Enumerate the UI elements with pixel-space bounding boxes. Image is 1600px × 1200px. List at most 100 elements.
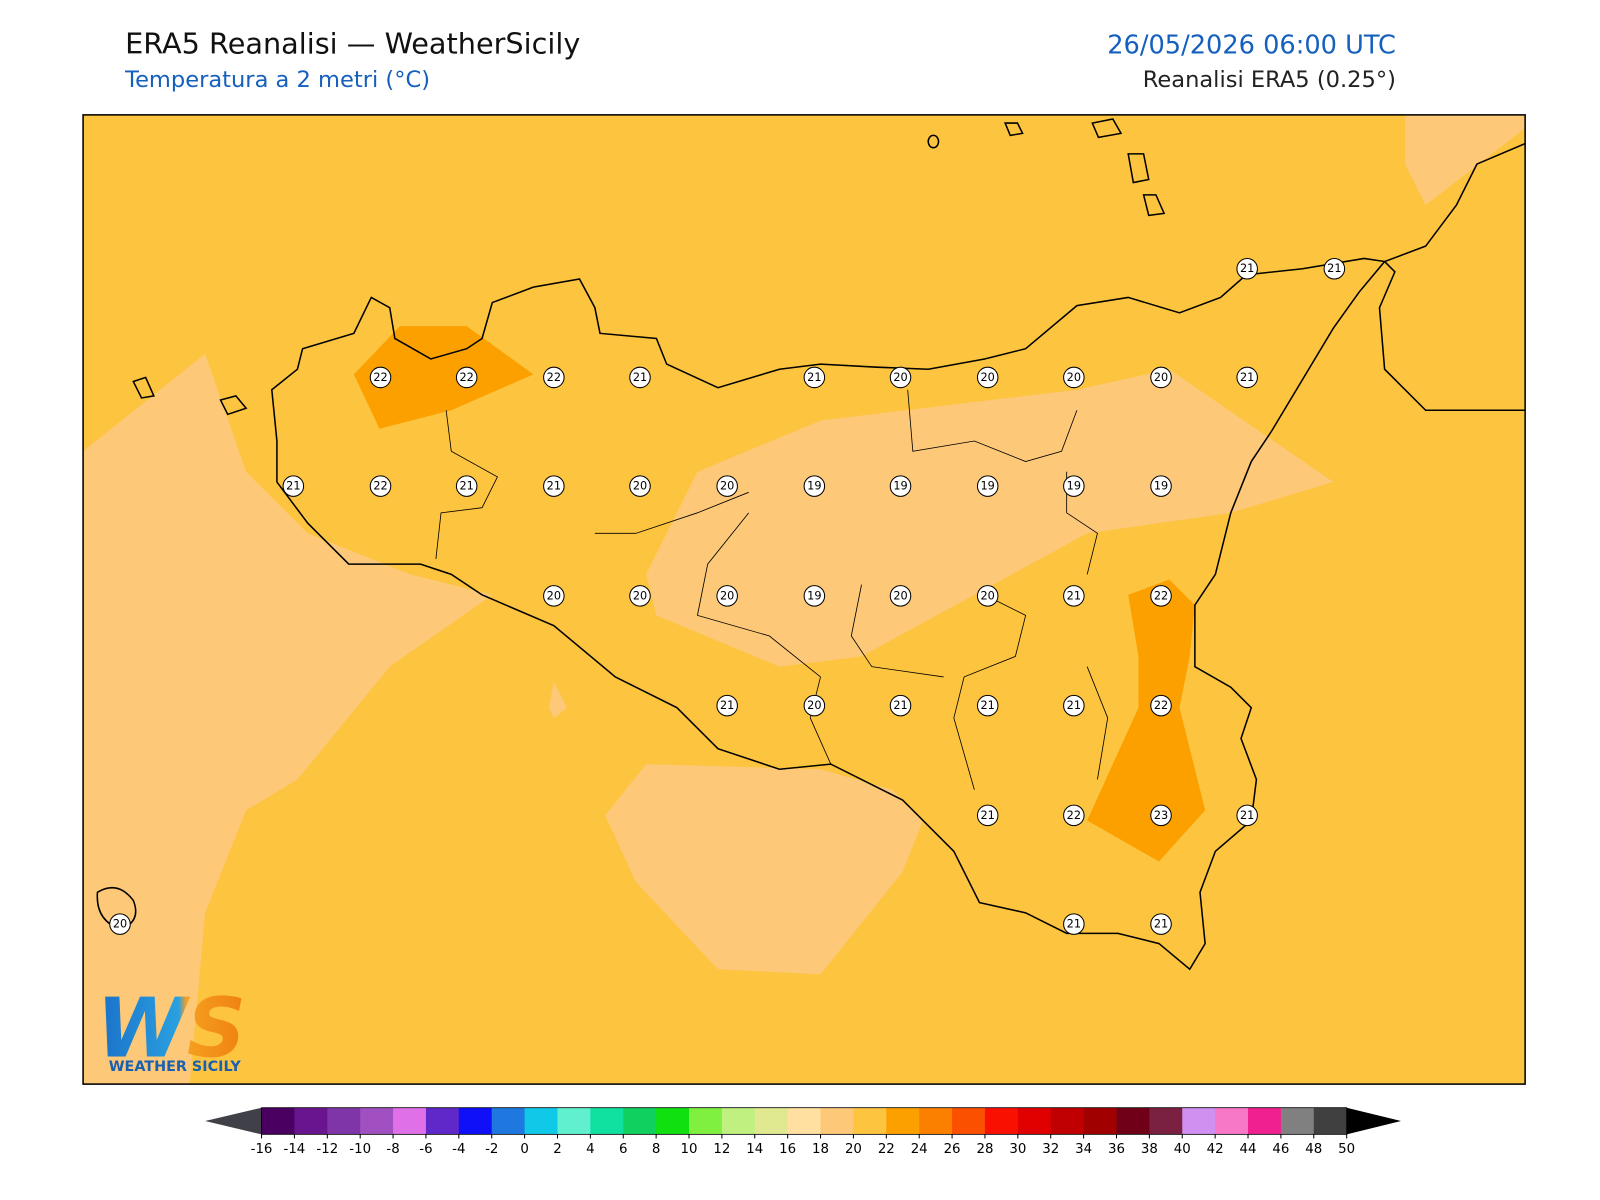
colorbar-bin bbox=[886, 1107, 920, 1135]
station-marker bbox=[455, 366, 478, 389]
colorbar-bin bbox=[1116, 1107, 1150, 1135]
station-marker bbox=[1323, 257, 1346, 280]
colorbar-tick-label: -8 bbox=[386, 1142, 399, 1157]
station-marker bbox=[803, 475, 826, 497]
station-marker bbox=[543, 585, 565, 607]
colorbar-bin bbox=[623, 1107, 657, 1135]
colorbar-bin bbox=[1215, 1107, 1249, 1135]
colorbar-bin bbox=[656, 1107, 690, 1135]
colorbar-bin bbox=[1280, 1107, 1315, 1135]
station-marker bbox=[1236, 804, 1258, 827]
station-value: 21 bbox=[1240, 809, 1254, 822]
station-marker bbox=[803, 694, 826, 717]
station-value: 20 bbox=[113, 918, 127, 931]
colorbar-bin bbox=[294, 1107, 328, 1135]
colorbar-tick-label: -16 bbox=[251, 1142, 273, 1157]
colorbar-bin bbox=[261, 1107, 295, 1135]
station-value: 20 bbox=[893, 371, 907, 384]
station-value: 20 bbox=[720, 589, 734, 602]
station-value: 22 bbox=[1154, 589, 1168, 602]
colorbar-bin bbox=[1050, 1107, 1085, 1135]
colorbar-tick-label: -2 bbox=[485, 1142, 498, 1157]
colorbar-bin bbox=[820, 1107, 854, 1135]
station-value: 19 bbox=[893, 480, 907, 493]
station-marker bbox=[1150, 475, 1172, 497]
colorbar-bin bbox=[1313, 1107, 1348, 1135]
station-value: 23 bbox=[1154, 809, 1168, 822]
station-value: 21 bbox=[286, 480, 300, 493]
colorbar-tick-label: 20 bbox=[845, 1142, 862, 1157]
station-value: 21 bbox=[981, 699, 995, 712]
colorbar-tick-label: 12 bbox=[713, 1142, 730, 1157]
station-value: 21 bbox=[1240, 262, 1254, 275]
station-marker bbox=[716, 694, 738, 717]
station-value: 21 bbox=[1067, 918, 1081, 931]
colorbar-tick-label: 0 bbox=[520, 1142, 528, 1157]
station-marker bbox=[629, 475, 651, 497]
colorbar-tick-label: -4 bbox=[452, 1142, 465, 1157]
station-value: 21 bbox=[633, 371, 647, 384]
colorbar-tick-label: -12 bbox=[316, 1142, 338, 1157]
colorbar-under bbox=[205, 1107, 262, 1135]
colorbar-tick-label: 46 bbox=[1272, 1142, 1289, 1157]
colorbar-bin bbox=[853, 1107, 887, 1135]
station-value: 20 bbox=[1067, 371, 1081, 384]
station-value: 20 bbox=[807, 699, 821, 712]
colorbar-bin bbox=[1248, 1107, 1282, 1135]
colorbar-bin bbox=[1083, 1107, 1118, 1135]
colorbar-tick-label: 38 bbox=[1141, 1142, 1158, 1157]
logo-mark: WS bbox=[96, 981, 246, 1076]
station-marker bbox=[803, 585, 826, 607]
colorbar-bin bbox=[689, 1107, 723, 1135]
station-marker bbox=[1063, 913, 1085, 935]
station-marker bbox=[976, 694, 999, 717]
colorbar-tick-label: 24 bbox=[911, 1142, 928, 1157]
colorbar-tick-label: 18 bbox=[812, 1142, 829, 1157]
station-value: 21 bbox=[981, 809, 995, 822]
station-marker bbox=[629, 585, 651, 607]
station-marker bbox=[976, 475, 999, 497]
date: 26/05/2026 06:00 UTC bbox=[1107, 30, 1396, 60]
station-marker bbox=[716, 475, 738, 497]
colorbar-bin bbox=[1149, 1107, 1183, 1135]
station-value: 20 bbox=[981, 371, 995, 384]
station-marker bbox=[1063, 694, 1085, 717]
station-labels: 21 21 22 22 22 21 21 20 20 20 20 21 21 22 21 21 20 20 19 19… bbox=[109, 257, 1346, 935]
station-marker bbox=[282, 475, 305, 497]
colorbar-tick-label: -6 bbox=[419, 1142, 432, 1157]
islands bbox=[96, 118, 1166, 931]
station-marker bbox=[889, 694, 912, 717]
colorbar-tick-label: 4 bbox=[586, 1142, 594, 1157]
station-value: 20 bbox=[981, 589, 995, 602]
station-value: 21 bbox=[1154, 918, 1168, 931]
colorbar-tick-label: 6 bbox=[619, 1142, 627, 1157]
station-value: 20 bbox=[547, 589, 561, 602]
station-marker bbox=[976, 585, 999, 607]
station-value: 22 bbox=[373, 480, 387, 493]
station-marker bbox=[543, 475, 565, 497]
station-marker bbox=[1063, 366, 1085, 389]
colorbar-bin bbox=[721, 1107, 756, 1135]
station-value: 22 bbox=[547, 371, 561, 384]
station-value: 19 bbox=[981, 480, 995, 493]
station-value: 19 bbox=[1154, 480, 1168, 493]
station-value: 21 bbox=[1327, 262, 1341, 275]
colorbar-tick-label: 8 bbox=[652, 1142, 660, 1157]
station-marker bbox=[629, 366, 651, 389]
station-marker bbox=[1150, 804, 1172, 827]
source: Reanalisi ERA5 (0.25°) bbox=[1143, 67, 1396, 93]
colorbar-tick-label: 26 bbox=[944, 1142, 961, 1157]
station-value: 20 bbox=[633, 589, 647, 602]
logo-text: WEATHER SICILY bbox=[109, 1059, 242, 1075]
colorbar-tick-label: 36 bbox=[1108, 1142, 1125, 1157]
station-marker bbox=[1063, 475, 1085, 497]
colorbar-tick-label: 30 bbox=[1009, 1142, 1026, 1157]
station-marker bbox=[1236, 257, 1258, 280]
station-marker bbox=[889, 585, 912, 607]
colorbar-bin bbox=[952, 1107, 986, 1135]
colorbar-tick-label: -14 bbox=[284, 1142, 306, 1157]
colorbar-bin bbox=[590, 1107, 624, 1135]
station-value: 21 bbox=[459, 480, 473, 493]
station-value: 21 bbox=[893, 699, 907, 712]
